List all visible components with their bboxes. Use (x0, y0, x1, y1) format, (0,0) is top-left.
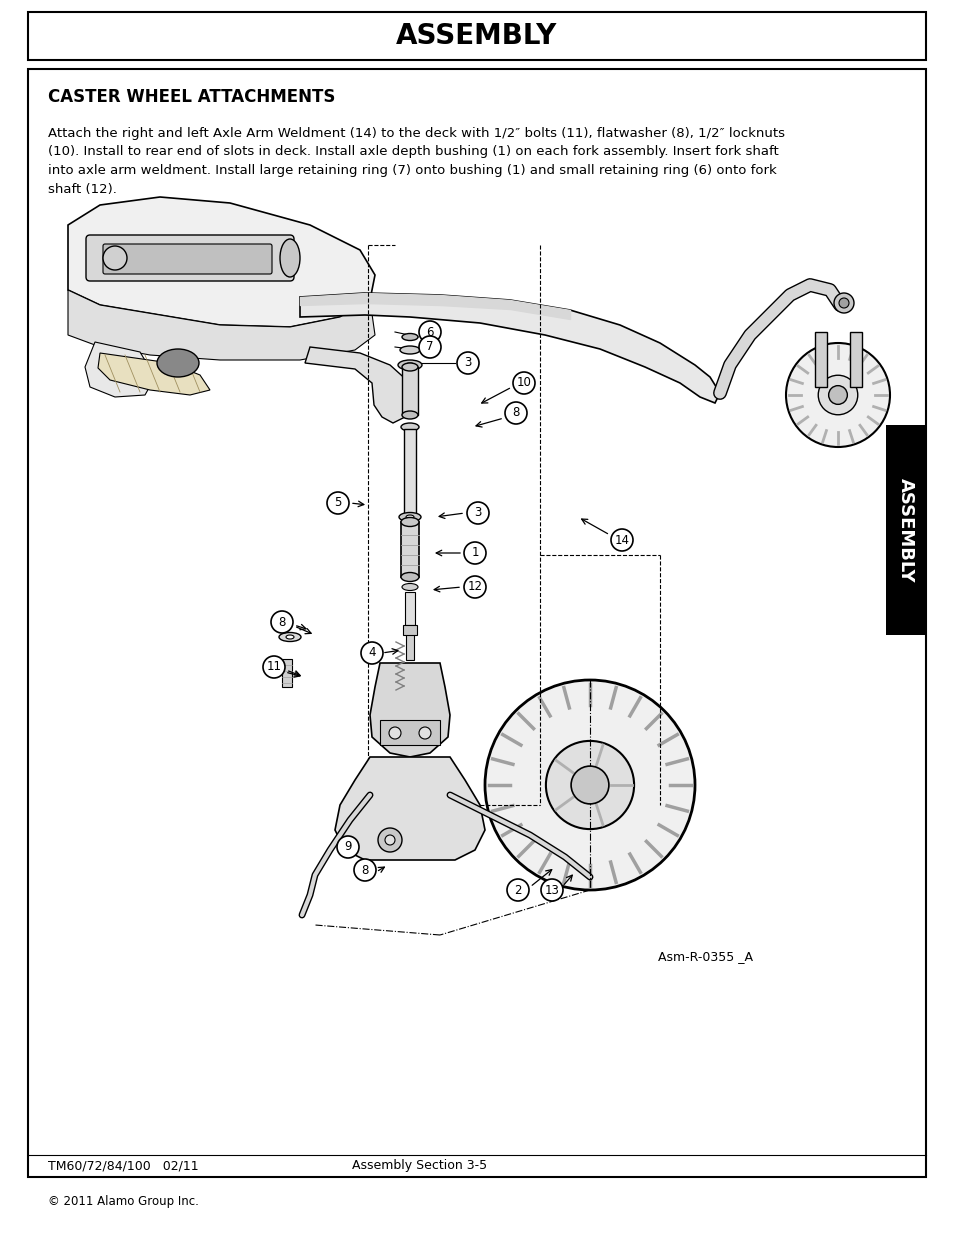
Ellipse shape (400, 517, 418, 526)
Ellipse shape (280, 240, 299, 277)
Ellipse shape (397, 359, 421, 370)
Circle shape (327, 492, 349, 514)
Text: 6: 6 (426, 326, 434, 338)
Polygon shape (98, 353, 210, 395)
Ellipse shape (401, 411, 417, 419)
Text: 12: 12 (467, 580, 482, 594)
Circle shape (336, 836, 358, 858)
Ellipse shape (401, 333, 417, 341)
Polygon shape (370, 663, 450, 757)
Text: 5: 5 (334, 496, 341, 510)
Text: Asm-R-0355 _A: Asm-R-0355 _A (658, 950, 752, 963)
Circle shape (271, 611, 293, 634)
Circle shape (540, 879, 562, 902)
Circle shape (377, 827, 401, 852)
FancyBboxPatch shape (86, 235, 294, 282)
Text: 10: 10 (516, 377, 531, 389)
Ellipse shape (399, 346, 419, 354)
Ellipse shape (400, 424, 418, 431)
Bar (379, 720, 439, 745)
Circle shape (467, 501, 489, 524)
Bar (849, 332, 862, 387)
Ellipse shape (157, 350, 199, 377)
Text: 8: 8 (278, 615, 285, 629)
Circle shape (610, 529, 633, 551)
Text: 11: 11 (266, 661, 281, 673)
Circle shape (263, 656, 285, 678)
Text: 4: 4 (368, 646, 375, 659)
Text: © 2011 Alamo Group Inc.: © 2011 Alamo Group Inc. (48, 1195, 198, 1209)
Circle shape (545, 741, 634, 829)
Circle shape (360, 642, 382, 664)
Text: .: . (68, 222, 71, 235)
Circle shape (506, 879, 529, 902)
Ellipse shape (398, 513, 420, 521)
Text: 1: 1 (471, 547, 478, 559)
Circle shape (385, 835, 395, 845)
Bar (28, 12, 925, 61)
Ellipse shape (286, 635, 294, 638)
Circle shape (785, 343, 889, 447)
Polygon shape (85, 342, 154, 396)
Ellipse shape (278, 632, 301, 641)
Circle shape (828, 385, 846, 404)
FancyBboxPatch shape (103, 245, 272, 274)
Circle shape (418, 336, 440, 358)
Circle shape (571, 766, 608, 804)
Polygon shape (68, 198, 375, 327)
Polygon shape (305, 347, 415, 424)
Ellipse shape (405, 363, 415, 367)
Circle shape (463, 542, 485, 564)
Ellipse shape (406, 515, 414, 519)
Bar (28, 69, 925, 1177)
Polygon shape (335, 757, 484, 860)
Text: 2: 2 (514, 883, 521, 897)
Bar (406, 629, 414, 659)
Circle shape (838, 298, 848, 308)
Ellipse shape (401, 363, 417, 370)
Text: 8: 8 (361, 863, 368, 877)
Circle shape (504, 403, 526, 424)
Bar (282, 659, 292, 687)
Circle shape (418, 321, 440, 343)
Circle shape (463, 576, 485, 598)
Bar (402, 625, 416, 635)
Text: 9: 9 (344, 841, 352, 853)
Text: 8: 8 (512, 406, 519, 420)
Text: TM60/72/84/100   02/11: TM60/72/84/100 02/11 (48, 1160, 198, 1172)
Ellipse shape (401, 583, 417, 590)
Text: 14: 14 (614, 534, 629, 547)
Ellipse shape (400, 573, 418, 582)
Text: CASTER WHEEL ATTACHMENTS: CASTER WHEEL ATTACHMENTS (48, 88, 335, 106)
Text: Assembly Section 3-5: Assembly Section 3-5 (352, 1160, 487, 1172)
Circle shape (354, 860, 375, 881)
Bar (885, 425, 925, 635)
Text: 7: 7 (426, 341, 434, 353)
Text: 13: 13 (544, 883, 558, 897)
Text: ASSEMBLY: ASSEMBLY (896, 478, 914, 583)
Text: Attach the right and left Axle Arm Weldment (14) to the deck with 1/2″ bolts (11: Attach the right and left Axle Arm Weldm… (48, 127, 784, 195)
Bar (405, 592, 415, 625)
Circle shape (456, 352, 478, 374)
Text: 3: 3 (464, 357, 471, 369)
Circle shape (389, 727, 400, 739)
Text: ASSEMBLY: ASSEMBLY (395, 22, 558, 49)
Bar (814, 332, 826, 387)
Circle shape (833, 293, 853, 312)
Polygon shape (68, 290, 375, 359)
Circle shape (818, 375, 857, 415)
Bar (401, 367, 417, 415)
Bar (400, 522, 418, 577)
Circle shape (513, 372, 535, 394)
Polygon shape (299, 293, 720, 403)
Circle shape (418, 727, 431, 739)
Circle shape (484, 680, 695, 890)
Text: 3: 3 (474, 506, 481, 520)
Bar (403, 429, 416, 515)
Circle shape (103, 246, 127, 270)
